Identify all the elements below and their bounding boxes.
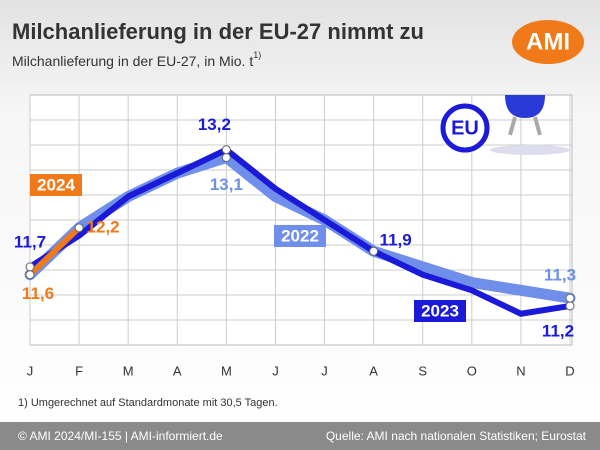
eu-text: EU bbox=[451, 117, 479, 139]
legend-entry: 2022 bbox=[281, 226, 319, 245]
chart-title: Milchanlieferung in der EU-27 nimmt zu bbox=[12, 19, 424, 44]
x-tick-label: F bbox=[75, 363, 83, 378]
data-point bbox=[565, 293, 575, 303]
data-label: 13,2 bbox=[198, 115, 231, 134]
marks: 13,1 11,3 2022 11,7 13,2 11,9 11,2 2023 11,6 12,2… bbox=[14, 115, 576, 340]
footer-bar bbox=[0, 422, 600, 450]
shadow bbox=[490, 145, 570, 155]
data-label: 11,3 bbox=[544, 266, 576, 285]
x-tick-label: M bbox=[123, 363, 134, 378]
teats bbox=[508, 116, 542, 136]
footnote: 1) Umgerechnet auf Standardmonate mit 30… bbox=[18, 397, 278, 409]
line-2024 bbox=[27, 224, 83, 278]
eu-circle bbox=[440, 103, 490, 153]
data-point bbox=[25, 270, 35, 280]
footer-right: Quelle: AMI nach nationalen Statistiken;… bbox=[326, 429, 587, 443]
x-tick-label: D bbox=[565, 363, 574, 378]
x-tick-label: A bbox=[173, 363, 182, 378]
cow-udder bbox=[505, 95, 545, 118]
x-tick-label: J bbox=[272, 363, 279, 378]
subtitle-text: Milchanlieferung in der EU-27, in Mio. t bbox=[12, 53, 253, 69]
data-point bbox=[25, 262, 35, 272]
line-2023 bbox=[27, 146, 573, 317]
data-point bbox=[221, 145, 231, 155]
x-tick-label: A bbox=[369, 363, 378, 378]
subtitle-note: 1) bbox=[253, 50, 261, 60]
data-label: 13,1 bbox=[210, 175, 243, 194]
data-label: 11,9 bbox=[380, 231, 412, 250]
series-label-box bbox=[30, 174, 82, 196]
x-tick-label: O bbox=[467, 363, 477, 378]
data-label: 12,2 bbox=[87, 217, 120, 236]
x-tick-label: S bbox=[418, 363, 427, 378]
data-point bbox=[565, 301, 575, 311]
chart-subtitle: Milchanlieferung in der EU-27, in Mio. t… bbox=[12, 50, 261, 68]
x-tick-label: M bbox=[221, 363, 232, 378]
data-point bbox=[74, 223, 84, 233]
logo bbox=[512, 20, 584, 64]
x-tick-label: J bbox=[321, 363, 328, 378]
series-label-box bbox=[274, 225, 326, 247]
footer-left: © AMI 2024/MI-155 | AMI-informiert.de bbox=[18, 429, 223, 443]
x-tick-label: J bbox=[27, 363, 34, 378]
data-label: 11,7 bbox=[14, 232, 46, 251]
x-tick-label: N bbox=[516, 363, 525, 378]
data-label: 11,6 bbox=[22, 284, 54, 303]
eu-emblem: EU bbox=[440, 95, 570, 155]
series-label-box bbox=[414, 300, 466, 322]
data-label: 11,2 bbox=[542, 321, 574, 340]
logo-text: AMI bbox=[526, 28, 570, 55]
legend-entry: 2024 bbox=[37, 175, 75, 194]
data-point bbox=[369, 246, 379, 256]
data-point bbox=[221, 153, 231, 162]
legend-entry: 2023 bbox=[421, 301, 459, 320]
